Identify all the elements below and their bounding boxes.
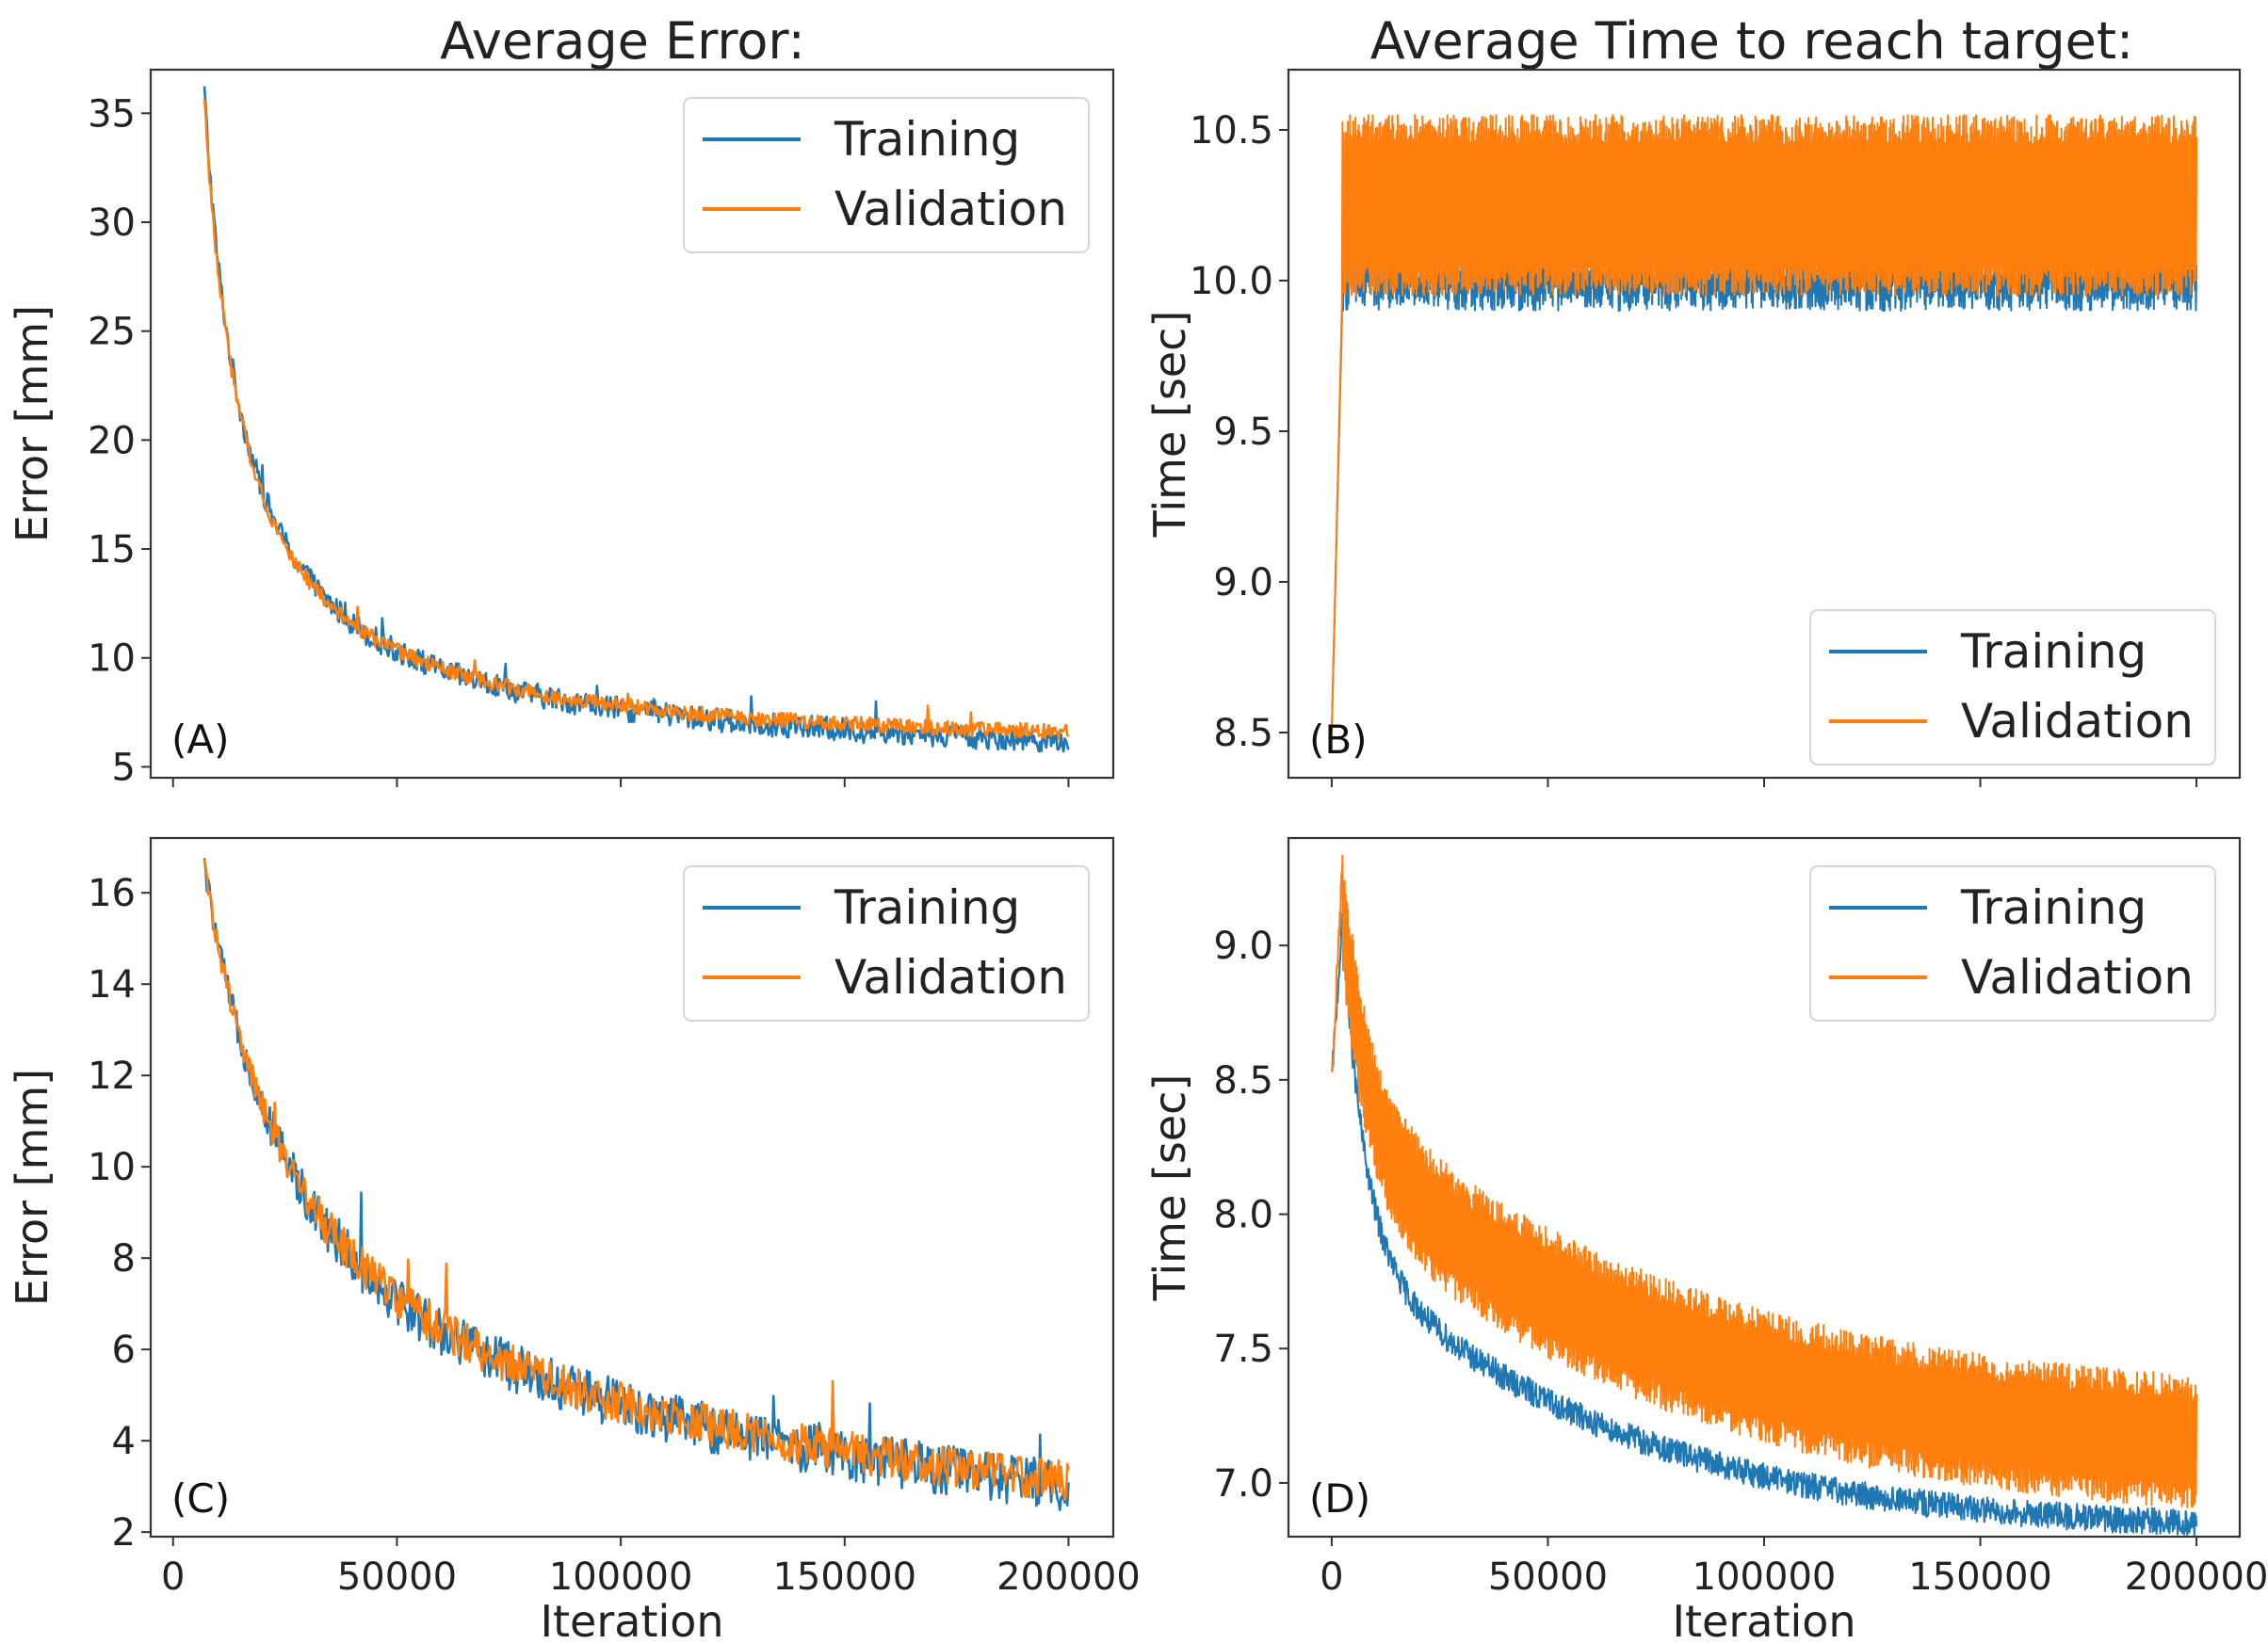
xtick-label: 100000 (1693, 1555, 1837, 1599)
ytick-label: 25 (88, 311, 136, 354)
ytick-label: 30 (88, 201, 136, 245)
legend-frame (1809, 865, 2216, 1022)
ytick-label: 10 (88, 1146, 136, 1189)
ytick-label: 12 (88, 1055, 136, 1098)
ytick-label: 14 (88, 963, 136, 1007)
xtick-label: 200000 (2125, 1555, 2268, 1599)
ytick-label: 16 (88, 872, 136, 915)
panel-label: (C) (171, 1475, 230, 1522)
panel-d: 7.0 7.5 8.0 8.5 9.0 0 50000 100000 150000 200000 T… (1144, 836, 2268, 1644)
ytick-label: 6 (112, 1329, 136, 1372)
legend-label-training: Training (1960, 880, 2146, 935)
series-line-validation (1331, 854, 2198, 1508)
panel-a: 5 10 15 20 25 30 35 Error [mm] (A) Training Valida… (7, 68, 1115, 789)
ytick-label: 8.5 (1213, 1059, 1273, 1103)
legend-label-training: Training (1960, 624, 2146, 679)
legend-label-training: Training (834, 880, 1020, 935)
legend-label-validation: Validation (1961, 950, 2194, 1005)
plot-area (202, 86, 1070, 753)
legend-frame (683, 865, 1090, 1022)
ytick-label: 20 (88, 419, 136, 462)
ytick-label: 4 (112, 1420, 136, 1463)
ytick-label: 35 (88, 92, 136, 136)
y-axis-label: Time [sec] (1144, 311, 1195, 539)
x-axis-label: Iteration (540, 1596, 723, 1644)
xtick-label: 150000 (772, 1555, 916, 1599)
title-right: Average Time to reach target: (1370, 11, 2133, 71)
panel-label: (D) (1309, 1475, 1370, 1522)
ytick-label: 9.5 (1213, 411, 1273, 454)
y-axis-label: Error [mm] (7, 1069, 57, 1306)
legend-label-validation: Validation (834, 182, 1067, 236)
legend-label-validation: Validation (834, 950, 1067, 1005)
legend: Training Validation (1809, 609, 2216, 766)
ytick-label: 9.0 (1213, 925, 1273, 968)
title-left: Average Error: (440, 11, 805, 71)
xtick-label: 100000 (549, 1555, 693, 1599)
legend-frame (1809, 609, 2216, 766)
ytick-label: 9.0 (1213, 561, 1273, 604)
legend-label-validation: Validation (1961, 694, 2194, 749)
xtick-label: 50000 (337, 1555, 457, 1599)
y-axis-label: Error [mm] (7, 305, 57, 542)
panel-b: 8.5 9.0 9.5 10.0 10.5 Time [sec] (B) Training Va… (1144, 68, 2242, 787)
plot-area (1330, 114, 2198, 733)
ytick-label: 10.5 (1190, 109, 1273, 153)
plot-area (1330, 854, 2198, 1537)
xtick-label: 200000 (996, 1555, 1141, 1599)
axes-frame (149, 836, 1115, 1539)
ytick-label: 15 (88, 528, 136, 572)
series-line-validation (202, 98, 1070, 740)
legend-label-training: Training (834, 112, 1020, 167)
panel-label: (B) (1309, 717, 1368, 763)
xtick-label: 0 (161, 1555, 185, 1599)
legend-frame (683, 97, 1090, 253)
ytick-label: 10 (88, 637, 136, 681)
legend: Training Validation (683, 97, 1090, 253)
panel-label: (A) (171, 717, 230, 763)
ytick-label: 10.0 (1190, 260, 1273, 303)
ytick-label: 7.5 (1213, 1328, 1273, 1371)
xtick-label: 0 (1320, 1555, 1343, 1599)
axes-frame (149, 68, 1115, 780)
ytick-label: 8.0 (1213, 1194, 1273, 1237)
series-line-training (1330, 912, 2198, 1537)
ytick-label: 8 (112, 1237, 136, 1281)
legend: Training Validation (683, 865, 1090, 1022)
panel-c: 2 4 6 8 10 12 14 16 0 50000 100000 150000 200000 Erro… (7, 836, 1141, 1644)
plot-area (202, 858, 1070, 1511)
legend: Training Validation (1809, 865, 2216, 1022)
ytick-label: 8.5 (1213, 712, 1273, 755)
xtick-label: 150000 (1908, 1555, 2052, 1599)
x-axis-label: Iteration (1672, 1596, 1855, 1644)
ytick-label: 2 (112, 1511, 136, 1555)
xtick-label: 50000 (1488, 1555, 1608, 1599)
y-axis-label: Time [sec] (1144, 1074, 1195, 1302)
series-line-validation (1330, 114, 2198, 733)
series-line-validation (202, 859, 1070, 1501)
ytick-label: 7.0 (1213, 1462, 1273, 1506)
ytick-label: 5 (112, 746, 136, 789)
